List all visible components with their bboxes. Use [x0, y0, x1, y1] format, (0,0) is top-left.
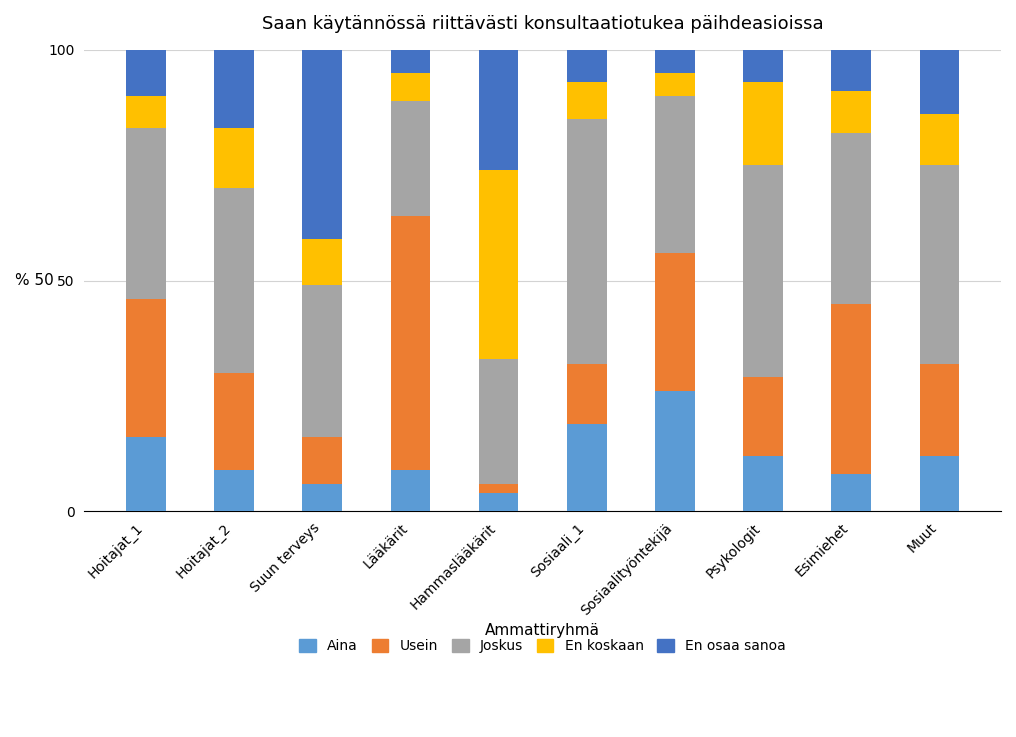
Bar [126, 50, 166, 96]
Bar [479, 493, 518, 511]
Bar [390, 216, 430, 469]
Title: Saan käytännössä riittävästi konsultaatiotukea päihdeasioissa: Saan käytännössä riittävästi konsultaati… [262, 15, 824, 33]
Bar [567, 119, 607, 363]
Bar [303, 483, 342, 511]
Bar [214, 188, 254, 373]
Bar [214, 373, 254, 469]
Bar [744, 456, 783, 511]
Bar [744, 50, 783, 82]
Bar [744, 82, 783, 165]
Bar [390, 50, 430, 73]
Bar [655, 253, 695, 391]
Bar [567, 424, 607, 511]
Bar [567, 50, 607, 82]
Bar [567, 363, 607, 424]
Legend: Aina, Usein, Joskus, En koskaan, En osaa sanoa: Aina, Usein, Joskus, En koskaan, En osaa… [294, 634, 791, 659]
Bar [303, 50, 342, 239]
Bar [390, 73, 430, 100]
Bar [919, 363, 959, 456]
Bar [390, 100, 430, 216]
Bar [390, 469, 430, 511]
Bar [303, 239, 342, 285]
Bar [744, 165, 783, 377]
Bar [919, 165, 959, 363]
Bar [126, 128, 166, 299]
Bar [831, 50, 871, 91]
Bar [831, 133, 871, 304]
Bar [479, 483, 518, 493]
Bar [126, 437, 166, 511]
Bar [831, 91, 871, 133]
Bar [655, 50, 695, 73]
Bar [303, 437, 342, 483]
Bar [214, 128, 254, 188]
Bar [831, 304, 871, 475]
Bar [214, 469, 254, 511]
Bar [831, 475, 871, 511]
Bar [655, 391, 695, 511]
Bar [655, 96, 695, 253]
Bar [303, 285, 342, 437]
Bar [479, 170, 518, 359]
Bar [744, 377, 783, 456]
Y-axis label: % 50: % 50 [15, 273, 54, 288]
Bar [919, 114, 959, 165]
Bar [126, 299, 166, 437]
Bar [567, 82, 607, 119]
Bar [126, 96, 166, 128]
Bar [655, 73, 695, 96]
X-axis label: Ammattiryhmä: Ammattiryhmä [486, 624, 600, 638]
Bar [214, 50, 254, 128]
Bar [919, 50, 959, 114]
Bar [479, 359, 518, 483]
Bar [479, 50, 518, 170]
Bar [919, 456, 959, 511]
